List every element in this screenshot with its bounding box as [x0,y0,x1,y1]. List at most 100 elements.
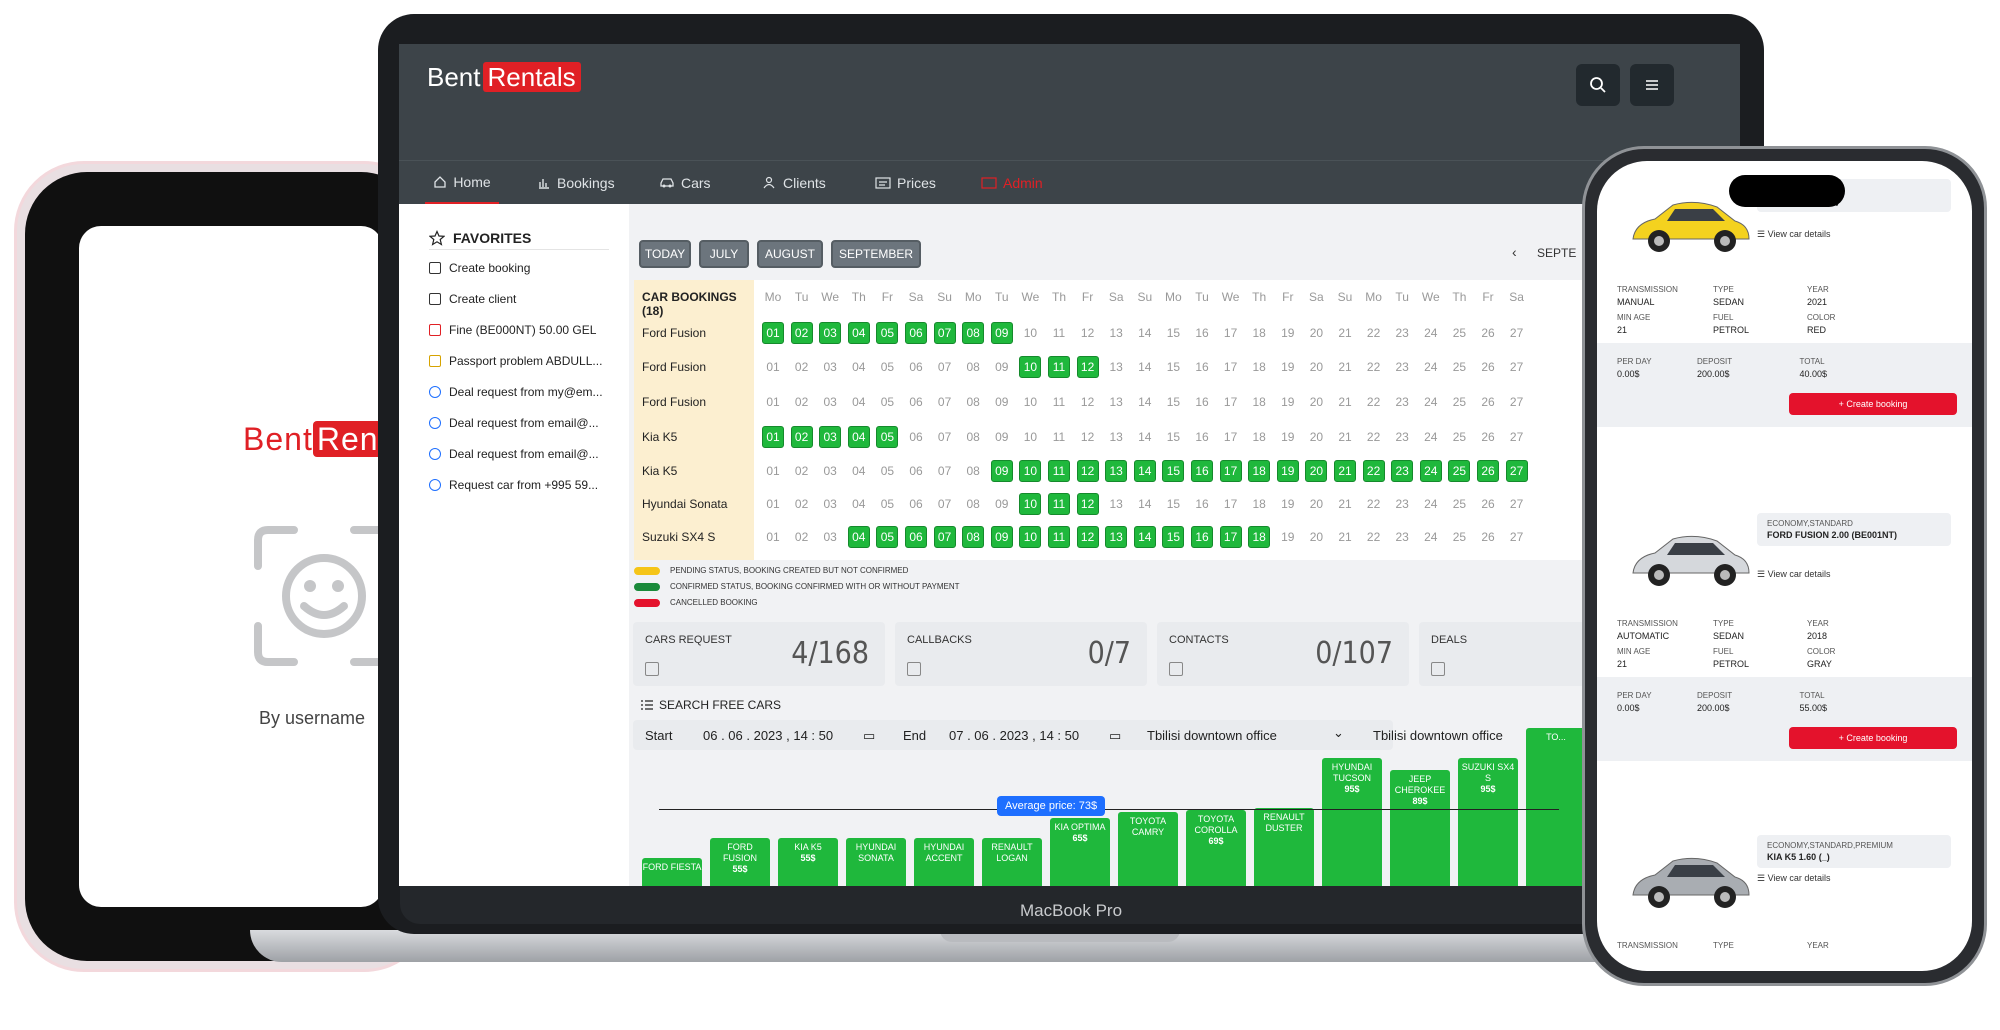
menu-button[interactable] [1630,64,1674,106]
booking-cell[interactable]: 08 [962,526,985,548]
booking-cell[interactable]: 27 [1505,460,1528,482]
calendar-day-cell[interactable]: 26 [1481,497,1495,511]
calendar-day-cell[interactable]: 02 [794,530,809,544]
favorite-item[interactable]: Request car from +995 59... [429,478,619,492]
booking-cell[interactable]: 16 [1191,526,1213,548]
calendar-day-cell[interactable]: 13 [1109,497,1123,511]
calendar-day-cell[interactable]: 21 [1338,530,1352,544]
booking-cell[interactable]: 11 [1048,526,1070,548]
price-bar[interactable]: HYUNDAI ACCENT [914,838,974,886]
calendar-car-name[interactable]: Kia K5 [642,464,678,478]
calendar-day-cell[interactable]: 03 [823,395,837,409]
calendar-day-cell[interactable]: 25 [1452,326,1467,340]
calendar-day-cell[interactable]: 02 [794,497,809,511]
calendar-car-name[interactable]: Ford Fusion [642,326,707,340]
calendar-day-cell[interactable]: 03 [823,360,837,374]
calendar-day-cell[interactable]: 20 [1309,530,1324,544]
calendar-day-cell[interactable]: 03 [823,464,837,478]
calendar-day-cell[interactable]: 08 [966,497,980,511]
price-bar[interactable]: KIA K5 55$ [778,838,838,886]
booking-cell[interactable]: 09 [990,526,1013,548]
calendar-day-cell[interactable]: 14 [1138,360,1152,374]
booking-cell[interactable]: 12 [1076,460,1099,482]
favorite-item[interactable]: Fine (BE000NT) 50.00 GEL [429,323,619,337]
calendar-car-name[interactable]: Suzuki SX4 S [642,530,716,544]
start-calendar-icon[interactable]: ▭ [863,728,876,743]
calendar-day-cell[interactable]: 16 [1195,497,1209,511]
calendar-day-cell[interactable]: 09 [995,430,1009,444]
booking-cell[interactable]: 11 [1048,356,1070,378]
calendar-day-cell[interactable]: 11 [1052,430,1066,444]
booking-cell[interactable]: 04 [847,426,870,448]
calendar-day-cell[interactable]: 27 [1509,530,1524,544]
calendar-day-cell[interactable]: 05 [880,464,895,478]
booking-cell[interactable]: 06 [905,322,927,344]
calendar-day-cell[interactable]: 13 [1109,395,1123,409]
calendar-day-cell[interactable]: 15 [1166,497,1181,511]
calendar-day-cell[interactable]: 09 [995,497,1009,511]
calendar-day-cell[interactable]: 12 [1080,430,1095,444]
booking-cell[interactable]: 07 [933,526,956,548]
create-booking-button[interactable]: + Create booking [1789,727,1957,749]
calendar-day-cell[interactable]: 11 [1052,395,1066,409]
face-id-icon[interactable] [254,526,383,666]
calendar-day-cell[interactable]: 25 [1452,395,1467,409]
booking-cell[interactable]: 10 [1019,460,1042,482]
create-booking-button[interactable]: + Create booking [1789,393,1957,415]
booking-cell[interactable]: 19 [1276,460,1299,482]
calendar-day-cell[interactable]: 19 [1281,530,1295,544]
view-car-details-link[interactable]: ☰ View car details [1757,229,1830,240]
calendar-day-cell[interactable]: 21 [1338,326,1352,340]
price-bar[interactable]: TOYOTA COROLLA 69$ [1186,810,1246,886]
calendar-day-cell[interactable]: 20 [1309,395,1324,409]
booking-cell[interactable]: 10 [1019,493,1042,515]
calendar-day-cell[interactable]: 23 [1395,326,1409,340]
calendar-day-cell[interactable]: 22 [1366,395,1381,409]
calendar-car-name[interactable]: Ford Fusion [642,395,707,409]
calendar-day-cell[interactable]: 01 [766,360,780,374]
booking-cell[interactable]: 14 [1133,526,1156,548]
booking-cell[interactable]: 18 [1248,460,1271,482]
calendar-day-cell[interactable]: 13 [1109,360,1123,374]
calendar-day-cell[interactable]: 22 [1366,530,1381,544]
calendar-day-cell[interactable]: 24 [1424,326,1438,340]
nav-prices[interactable]: Prices [875,161,936,205]
calendar-day-cell[interactable]: 02 [794,360,809,374]
calendar-day-cell[interactable]: 27 [1509,326,1524,340]
calendar-day-cell[interactable]: 06 [909,497,923,511]
calendar-day-cell[interactable]: 17 [1223,430,1238,444]
booking-cell[interactable]: 05 [876,426,899,448]
calendar-day-cell[interactable]: 09 [995,360,1009,374]
calendar-day-cell[interactable]: 25 [1452,430,1467,444]
nav-home[interactable]: Home [425,161,499,205]
end-calendar-icon[interactable]: ▭ [1109,728,1122,743]
calendar-day-cell[interactable]: 14 [1138,430,1152,444]
calendar-day-cell[interactable]: 09 [995,395,1009,409]
calendar-day-cell[interactable]: 08 [966,360,980,374]
calendar-day-cell[interactable]: 13 [1109,326,1123,340]
calendar-day-cell[interactable]: 08 [966,464,980,478]
booking-cell[interactable]: 09 [990,460,1013,482]
calendar-day-cell[interactable]: 24 [1424,430,1438,444]
calendar-day-cell[interactable]: 18 [1252,360,1266,374]
calendar-day-cell[interactable]: 27 [1509,497,1524,511]
calendar-day-cell[interactable]: 20 [1309,497,1324,511]
calendar-day-cell[interactable]: 20 [1309,326,1324,340]
calendar-day-cell[interactable]: 07 [937,360,952,374]
calendar-day-cell[interactable]: 17 [1223,395,1238,409]
booking-cell[interactable]: 05 [876,322,899,344]
calendar-day-cell[interactable]: 26 [1481,530,1495,544]
calendar-day-cell[interactable]: 18 [1252,430,1266,444]
calendar-day-cell[interactable]: 07 [937,395,952,409]
booking-cell[interactable]: 15 [1162,460,1185,482]
booking-cell[interactable]: 03 [819,426,842,448]
booking-cell[interactable]: 03 [819,322,842,344]
calendar-day-cell[interactable]: 14 [1138,395,1152,409]
chevron-down-icon[interactable]: ⌄ [1333,725,1344,740]
calendar-day-cell[interactable]: 07 [937,430,952,444]
calendar-day-cell[interactable]: 13 [1109,430,1123,444]
calendar-day-cell[interactable]: 02 [794,395,809,409]
booking-cell[interactable]: 25 [1448,460,1471,482]
calendar-day-cell[interactable]: 21 [1338,360,1352,374]
calendar-day-cell[interactable]: 06 [909,395,923,409]
